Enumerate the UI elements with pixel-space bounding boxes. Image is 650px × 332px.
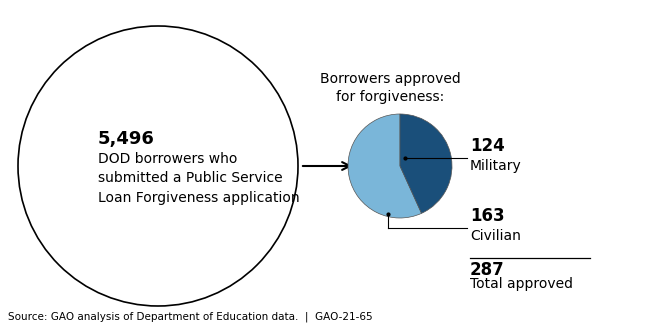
Text: 163: 163 <box>470 207 504 225</box>
Text: Total approved: Total approved <box>470 277 573 291</box>
Text: 124: 124 <box>470 137 505 155</box>
Text: Military: Military <box>470 159 522 173</box>
Text: 5,496: 5,496 <box>98 130 155 148</box>
Text: DOD borrowers who
submitted a Public Service
Loan Forgiveness application: DOD borrowers who submitted a Public Ser… <box>98 152 300 205</box>
Text: Borrowers approved
for forgiveness:: Borrowers approved for forgiveness: <box>320 72 460 104</box>
Text: Civilian: Civilian <box>470 229 521 243</box>
Wedge shape <box>400 114 452 213</box>
Text: 287: 287 <box>470 261 505 279</box>
Wedge shape <box>348 114 422 218</box>
Text: Source: GAO analysis of Department of Education data.  |  GAO-21-65: Source: GAO analysis of Department of Ed… <box>8 311 372 322</box>
